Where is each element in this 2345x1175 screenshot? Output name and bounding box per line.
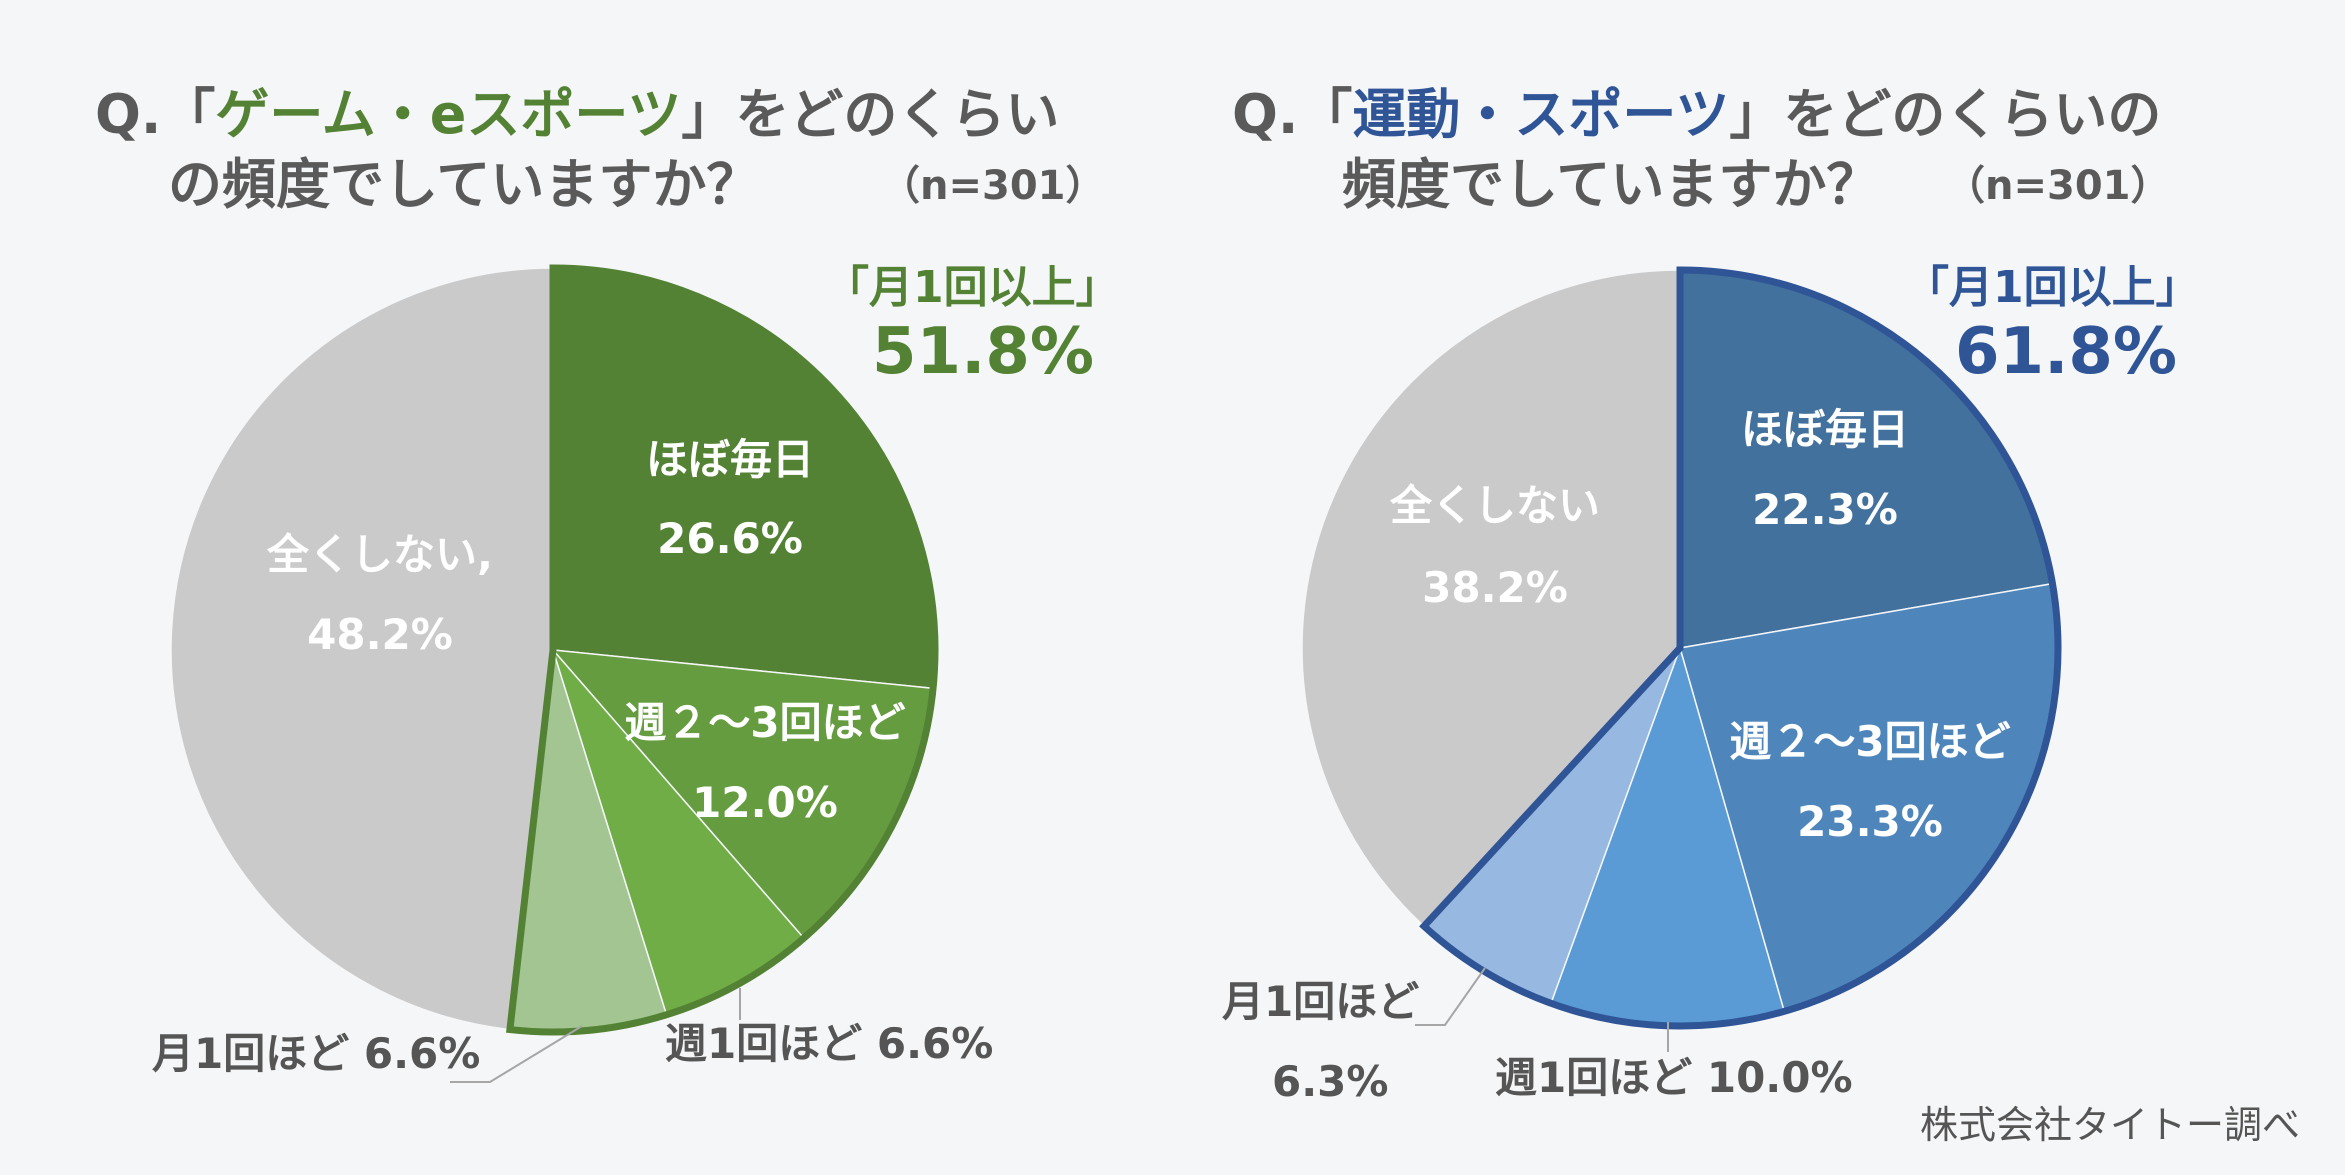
sport-label-monthly1-name: 月1回ほど <box>1222 977 1419 1026</box>
sport-label-weekly23: 週２～3回ほど <box>1729 717 2010 766</box>
sport-label-monthly1-value: 6.3% <box>1272 1057 1388 1106</box>
sport-value-weekly23: 23.3% <box>1797 797 1943 846</box>
sport-sample-size: （n=301） <box>1945 163 2171 209</box>
sport-leader-monthly1 <box>1415 967 1486 1026</box>
game-leader-monthly1 <box>450 1025 583 1083</box>
game-sample-size: （n=301） <box>880 163 1106 209</box>
game-summary-value: 51.8% <box>872 315 1094 389</box>
game-value-daily: 26.6% <box>657 514 803 563</box>
game-label-never: 全くしない, <box>266 530 493 579</box>
game-value-weekly23: 12.0% <box>692 778 838 827</box>
sport-value-daily: 22.3% <box>1752 485 1898 534</box>
game-value-never: 48.2% <box>307 610 453 659</box>
sport-title-line2: 頻度でしていますか？ <box>1342 153 1880 216</box>
game-title-line1: Q.「ゲーム・eスポーツ」をどのくらい <box>95 83 1059 146</box>
sport-title-line1: Q.「運動・スポーツ」をどのくらいの <box>1232 83 2161 146</box>
sport-pie <box>1301 266 2062 1030</box>
chart-game: Q.「ゲーム・eスポーツ」をどのくらい の頻度でしていますか？ （n=301） … <box>95 83 1120 1083</box>
sport-summary-label: 「月1回以上」 <box>1905 262 2200 313</box>
game-title-line2: の頻度でしていますか？ <box>168 153 760 216</box>
game-slice-5 <box>170 267 554 1031</box>
game-summary-label: 「月1回以上」 <box>825 262 1120 313</box>
game-highlight-outline <box>506 264 939 1036</box>
credit-text: 株式会社タイトー調べ <box>1920 1103 2300 1147</box>
sport-highlight-outline <box>1419 266 2062 1030</box>
sport-slice-5 <box>1301 269 1681 928</box>
sport-label-never: 全くしない <box>1389 481 1600 530</box>
game-label-weekly1: 週1回ほど 6.6% <box>665 1019 993 1068</box>
game-label-weekly23: 週２～3回ほど <box>624 698 905 747</box>
sport-label-weekly1: 週1回ほど 10.0% <box>1495 1053 1853 1102</box>
sport-summary-value: 61.8% <box>1955 315 2177 389</box>
game-pie <box>170 264 939 1036</box>
chart-sport: Q.「運動・スポーツ」をどのくらいの 頻度でしていますか？ （n=301） 「月… <box>1222 83 2200 1106</box>
game-label-daily: ほぼ毎日 <box>646 435 814 484</box>
game-label-monthly1: 月1回ほど 6.6% <box>152 1029 480 1078</box>
sport-value-never: 38.2% <box>1422 563 1568 612</box>
sport-label-daily: ほぼ毎日 <box>1741 405 1909 454</box>
